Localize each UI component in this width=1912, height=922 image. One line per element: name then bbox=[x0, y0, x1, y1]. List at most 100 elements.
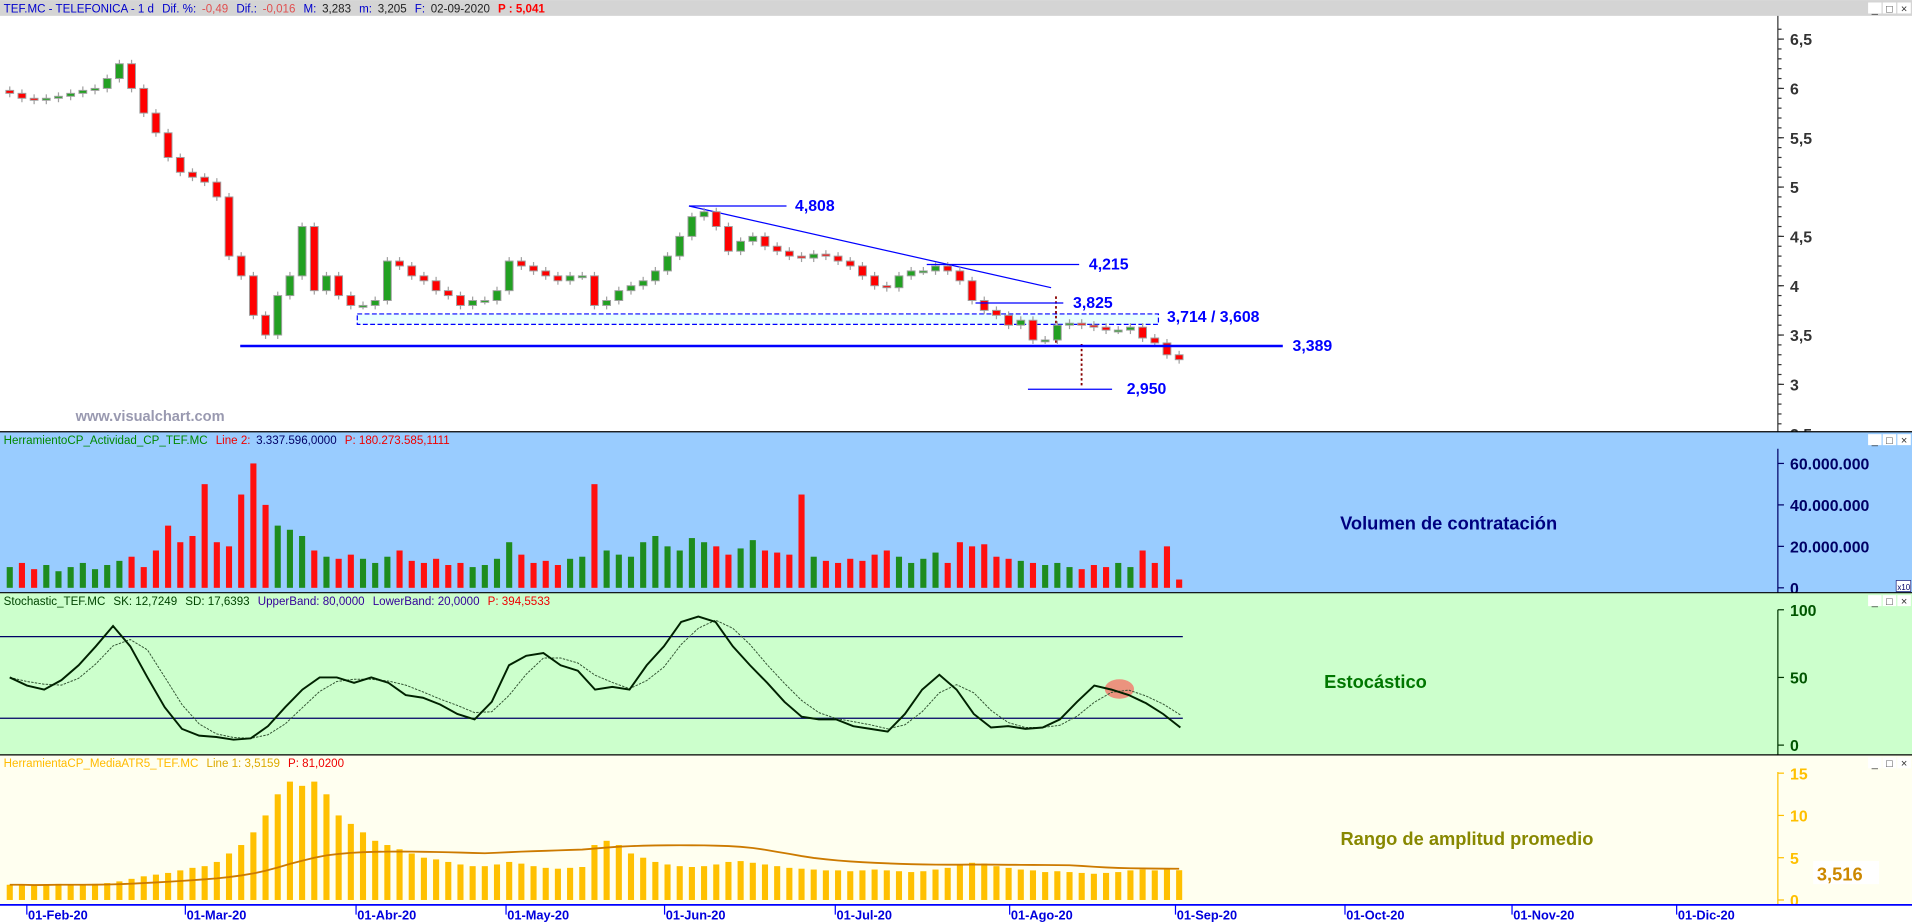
candles bbox=[5, 59, 1184, 364]
candle bbox=[248, 275, 258, 316]
candle bbox=[78, 89, 88, 94]
atr-bar bbox=[908, 872, 915, 900]
support-zone[interactable] bbox=[356, 313, 1160, 325]
candle bbox=[638, 280, 648, 287]
maximize-button[interactable] bbox=[1882, 434, 1897, 446]
volume-bar bbox=[433, 558, 440, 588]
candle bbox=[760, 235, 770, 247]
candle bbox=[979, 300, 989, 311]
date-label: F: bbox=[415, 3, 425, 15]
time-tick-label: 01-Jul-20 bbox=[837, 907, 892, 922]
volume-bar bbox=[664, 546, 671, 588]
maximize-button[interactable] bbox=[1882, 2, 1897, 14]
atr-bar bbox=[1054, 871, 1061, 900]
volume-bar bbox=[238, 494, 245, 588]
atr-axis: 15 10 5 0 bbox=[1777, 766, 1808, 910]
candle bbox=[54, 95, 63, 99]
volume-tick-label: 20.000.000 bbox=[1790, 539, 1869, 556]
close-icon[interactable]: × bbox=[1901, 758, 1907, 770]
candle bbox=[992, 309, 1001, 316]
candle bbox=[1004, 314, 1014, 326]
volume-tick-label: 60.000.000 bbox=[1790, 457, 1869, 474]
atr-bar bbox=[969, 862, 976, 900]
time-tick-label: 01-Dic-20 bbox=[1678, 907, 1735, 922]
atr-line: Line 1: 3,5159 bbox=[207, 758, 280, 770]
volume-bar bbox=[299, 535, 306, 588]
date: 02-09-2020 bbox=[431, 3, 490, 15]
candle bbox=[894, 275, 904, 289]
close-button[interactable] bbox=[1897, 757, 1911, 769]
candle bbox=[492, 290, 502, 301]
volume-bar bbox=[1042, 565, 1049, 588]
volume-bar bbox=[262, 504, 269, 588]
atr-tick-label: 5 bbox=[1790, 851, 1799, 868]
candle bbox=[797, 255, 806, 259]
price-tick-label: 5,5 bbox=[1790, 131, 1812, 148]
close-button[interactable] bbox=[1897, 2, 1911, 14]
close-icon[interactable]: × bbox=[1901, 3, 1907, 15]
atr-bar bbox=[749, 862, 756, 900]
atr-bar bbox=[956, 864, 963, 900]
volume-bar bbox=[457, 562, 464, 588]
multiplier-badge bbox=[1895, 580, 1912, 592]
close-button[interactable] bbox=[1897, 434, 1911, 446]
atr-bar bbox=[128, 878, 135, 900]
price-tick-label: 3,5 bbox=[1790, 328, 1812, 345]
candle bbox=[1077, 322, 1087, 326]
maximize-icon[interactable]: □ bbox=[1886, 596, 1893, 608]
stoch-sd: SD: 17,6393 bbox=[185, 596, 249, 608]
candle bbox=[821, 253, 831, 257]
atr-bar bbox=[932, 869, 939, 900]
candle bbox=[516, 260, 526, 267]
candle bbox=[309, 226, 319, 292]
min: 3,205 bbox=[378, 3, 407, 15]
price-tick-label: 3 bbox=[1790, 377, 1799, 394]
trendline[interactable] bbox=[688, 205, 1052, 289]
minimize-icon[interactable]: _ bbox=[1871, 3, 1879, 15]
atr-bar bbox=[506, 861, 513, 900]
minimize-icon[interactable]: _ bbox=[1871, 596, 1879, 608]
volume-line-label: Line 2: bbox=[216, 435, 251, 447]
volume-bar bbox=[420, 562, 427, 588]
candle bbox=[565, 275, 575, 282]
volume-bar bbox=[810, 556, 817, 588]
maximize-button[interactable] bbox=[1882, 595, 1897, 607]
atr-bar bbox=[542, 867, 549, 900]
volume-p: P: 180.273.585,1111 bbox=[345, 435, 450, 447]
volume-bar bbox=[1029, 562, 1037, 588]
candle bbox=[967, 280, 977, 301]
level-label: 3,389 bbox=[1293, 338, 1333, 355]
maximize-button[interactable] bbox=[1882, 757, 1897, 769]
maximize-icon[interactable]: □ bbox=[1886, 3, 1893, 15]
candle bbox=[1089, 324, 1099, 328]
volume-bar bbox=[152, 550, 159, 588]
atr-bar bbox=[18, 884, 25, 900]
minimize-button[interactable] bbox=[1868, 757, 1882, 769]
minimize-button[interactable] bbox=[1868, 2, 1882, 14]
volume-bar bbox=[920, 558, 927, 588]
maximize-icon[interactable]: □ bbox=[1886, 435, 1893, 447]
volume-bar bbox=[274, 525, 281, 588]
maximize-icon[interactable]: □ bbox=[1886, 758, 1893, 770]
price-tick-label: 4,5 bbox=[1790, 229, 1812, 246]
close-icon[interactable]: × bbox=[1901, 596, 1907, 608]
atr-bar bbox=[1103, 872, 1110, 900]
volume-bar bbox=[713, 546, 720, 588]
atr-bar bbox=[920, 871, 927, 900]
volume-bar bbox=[250, 463, 257, 588]
candle bbox=[626, 285, 636, 292]
candle bbox=[212, 181, 222, 198]
close-button[interactable] bbox=[1897, 595, 1911, 607]
stoch-sk-line bbox=[9, 615, 1181, 741]
price-tick-label: 4 bbox=[1790, 279, 1799, 296]
atr-bar bbox=[1176, 870, 1183, 900]
atr-bar bbox=[1017, 869, 1024, 900]
minimize-button[interactable] bbox=[1868, 434, 1882, 446]
minimize-icon[interactable]: _ bbox=[1871, 758, 1879, 770]
candle bbox=[870, 275, 880, 287]
close-icon[interactable]: × bbox=[1901, 435, 1907, 447]
candle bbox=[151, 112, 161, 134]
minimize-icon[interactable]: _ bbox=[1871, 435, 1879, 447]
atr-bar bbox=[1127, 870, 1134, 900]
minimize-button[interactable] bbox=[1868, 595, 1882, 607]
